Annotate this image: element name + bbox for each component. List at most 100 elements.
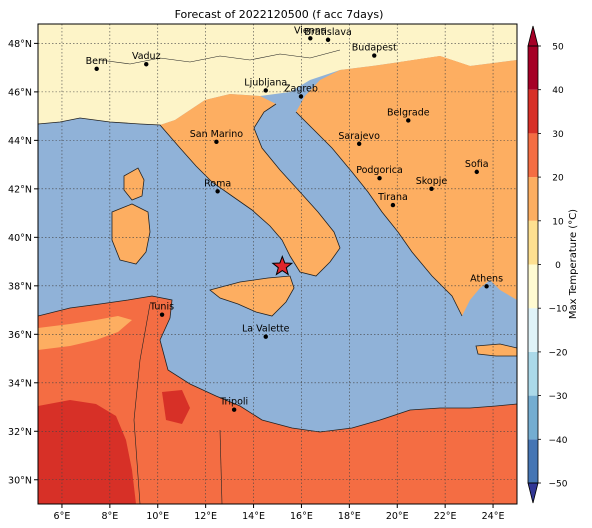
city-dot: [159, 312, 165, 317]
lon-tick-label: 24°E: [482, 511, 505, 522]
longitude-tick-labels: 6°E 8°E 10°E 12°E 14°E 16°E 18°E 20°E 22°E 24°E: [54, 504, 505, 522]
city-label: Zagreb: [284, 83, 318, 94]
city-dot: [231, 407, 237, 412]
hotter-region-desert: [38, 400, 136, 504]
colorbar-segment: [528, 89, 538, 134]
colorbar-tick-label: 0: [555, 261, 561, 271]
lon-tick-label: 20°E: [386, 511, 409, 522]
lon-tick-label: 10°E: [146, 511, 169, 522]
city-dot: [390, 202, 396, 208]
city-dot: [263, 88, 268, 93]
city-label: Bratislava: [304, 27, 351, 38]
colorbar-segment: [528, 220, 538, 265]
city-label: Roma: [204, 178, 231, 189]
warm-region-north-east-patch: [400, 56, 470, 82]
lat-tick-label: 48°N: [8, 39, 32, 50]
lat-tick-label: 34°N: [8, 378, 32, 389]
lat-tick-label: 40°N: [8, 233, 32, 244]
city-dot: [484, 284, 489, 289]
epicenter-star: [271, 254, 294, 276]
colorbar-tick-label: 20: [552, 174, 564, 184]
colorbar-tick-label: −40: [549, 436, 568, 446]
lat-tick-label: 42°N: [8, 184, 32, 195]
epicenter-marker: [271, 254, 294, 276]
lon-tick-label: 22°E: [434, 511, 457, 522]
hotter-region-sirte: [162, 390, 190, 424]
colorbar-segment: [528, 395, 538, 440]
lon-tick-label: 6°E: [54, 511, 71, 522]
warm-region-balkans: [296, 56, 517, 316]
city-label: Sofia: [465, 159, 489, 170]
warm-region-sardinia: [112, 204, 150, 264]
colorbar-tick-label: 30: [552, 130, 564, 140]
city-label: Bern: [86, 56, 108, 67]
city-dot: [325, 37, 331, 42]
warm-region-italy: [160, 94, 340, 276]
colorbar-segment: [528, 439, 538, 483]
city-label: San Marino: [190, 129, 243, 140]
city-dot: [406, 118, 411, 123]
colorbar-segment: [528, 46, 538, 90]
city-dot: [372, 53, 377, 58]
colorbar-extend-min: [527, 482, 539, 504]
graticule: [38, 24, 517, 504]
city-label: Vaduz: [132, 51, 161, 62]
lon-tick-label: 12°E: [194, 511, 217, 522]
city-dot: [214, 139, 219, 145]
coastline-overlay: [38, 49, 517, 504]
colorbar: −50 −40 −30 −20 −10 0 10 20 30 40 50: [527, 25, 568, 504]
city-label: Vienna: [294, 25, 327, 36]
colorbar-tick-label: −50: [549, 480, 568, 490]
colorbar-segment: [528, 177, 538, 221]
colorbar-tick-label: 10: [552, 217, 564, 227]
city-dot: [308, 36, 313, 41]
city-label: Tirana: [377, 192, 408, 203]
city-dot: [298, 94, 304, 99]
city-dot: [94, 66, 99, 72]
map-frame: [37, 23, 518, 505]
lon-tick-label: 8°E: [101, 511, 118, 522]
colorbar-tick-label: −10: [549, 305, 568, 315]
warm-region-crete: [476, 344, 517, 356]
city-label: Sarajevo: [338, 131, 380, 142]
city-label: Podgorica: [356, 165, 403, 176]
colorbar-tick-label: −30: [549, 392, 568, 402]
colorbar-tick-label: 50: [552, 43, 564, 53]
colorbar-segment: [528, 264, 538, 309]
city-label: Budapest: [352, 43, 397, 54]
city-label: La Valette: [242, 324, 290, 335]
colorbar-tick-label: −20: [549, 348, 568, 358]
colorbar-segment: [528, 351, 538, 396]
lon-tick-label: 18°E: [338, 511, 361, 522]
city-label: Ljubljana: [244, 77, 287, 88]
city-dot: [429, 186, 434, 192]
city-dot: [377, 175, 382, 181]
lat-tick-label: 46°N: [8, 87, 32, 98]
lon-tick-label: 14°E: [242, 511, 265, 522]
city-label: Belgrade: [387, 107, 430, 118]
colorbar-tick-label: 40: [552, 86, 564, 96]
lat-tick-label: 32°N: [8, 427, 32, 438]
city-dot: [215, 189, 220, 194]
lon-tick-label: 16°E: [290, 511, 313, 522]
lat-tick-label: 38°N: [8, 281, 32, 292]
colorbar-label: Max Temperature (°C): [568, 209, 579, 319]
city-label: Tripoli: [219, 397, 248, 408]
colorbar-segment: [528, 133, 538, 178]
latitude-tick-labels: 30°N 32°N 34°N 36°N 38°N 40°N 42°N 44°N 46°N 48°N: [8, 39, 38, 486]
lat-tick-label: 30°N: [8, 475, 32, 486]
city-dot: [474, 169, 479, 175]
city-dot: [144, 62, 149, 67]
city-dot: [263, 334, 268, 339]
colorbar-segment: [528, 308, 538, 352]
figure-title: Forecast of 2022120500 (f acc 7days): [175, 8, 384, 21]
colorbar-extend-max: [527, 25, 539, 47]
lat-tick-label: 44°N: [8, 136, 32, 147]
city-label: Skopje: [416, 176, 448, 187]
city-label: Athens: [470, 273, 503, 284]
mild-region-north-africa-coast: [38, 316, 132, 350]
warm-region-corsica: [124, 168, 144, 200]
city-dot: [356, 141, 362, 146]
